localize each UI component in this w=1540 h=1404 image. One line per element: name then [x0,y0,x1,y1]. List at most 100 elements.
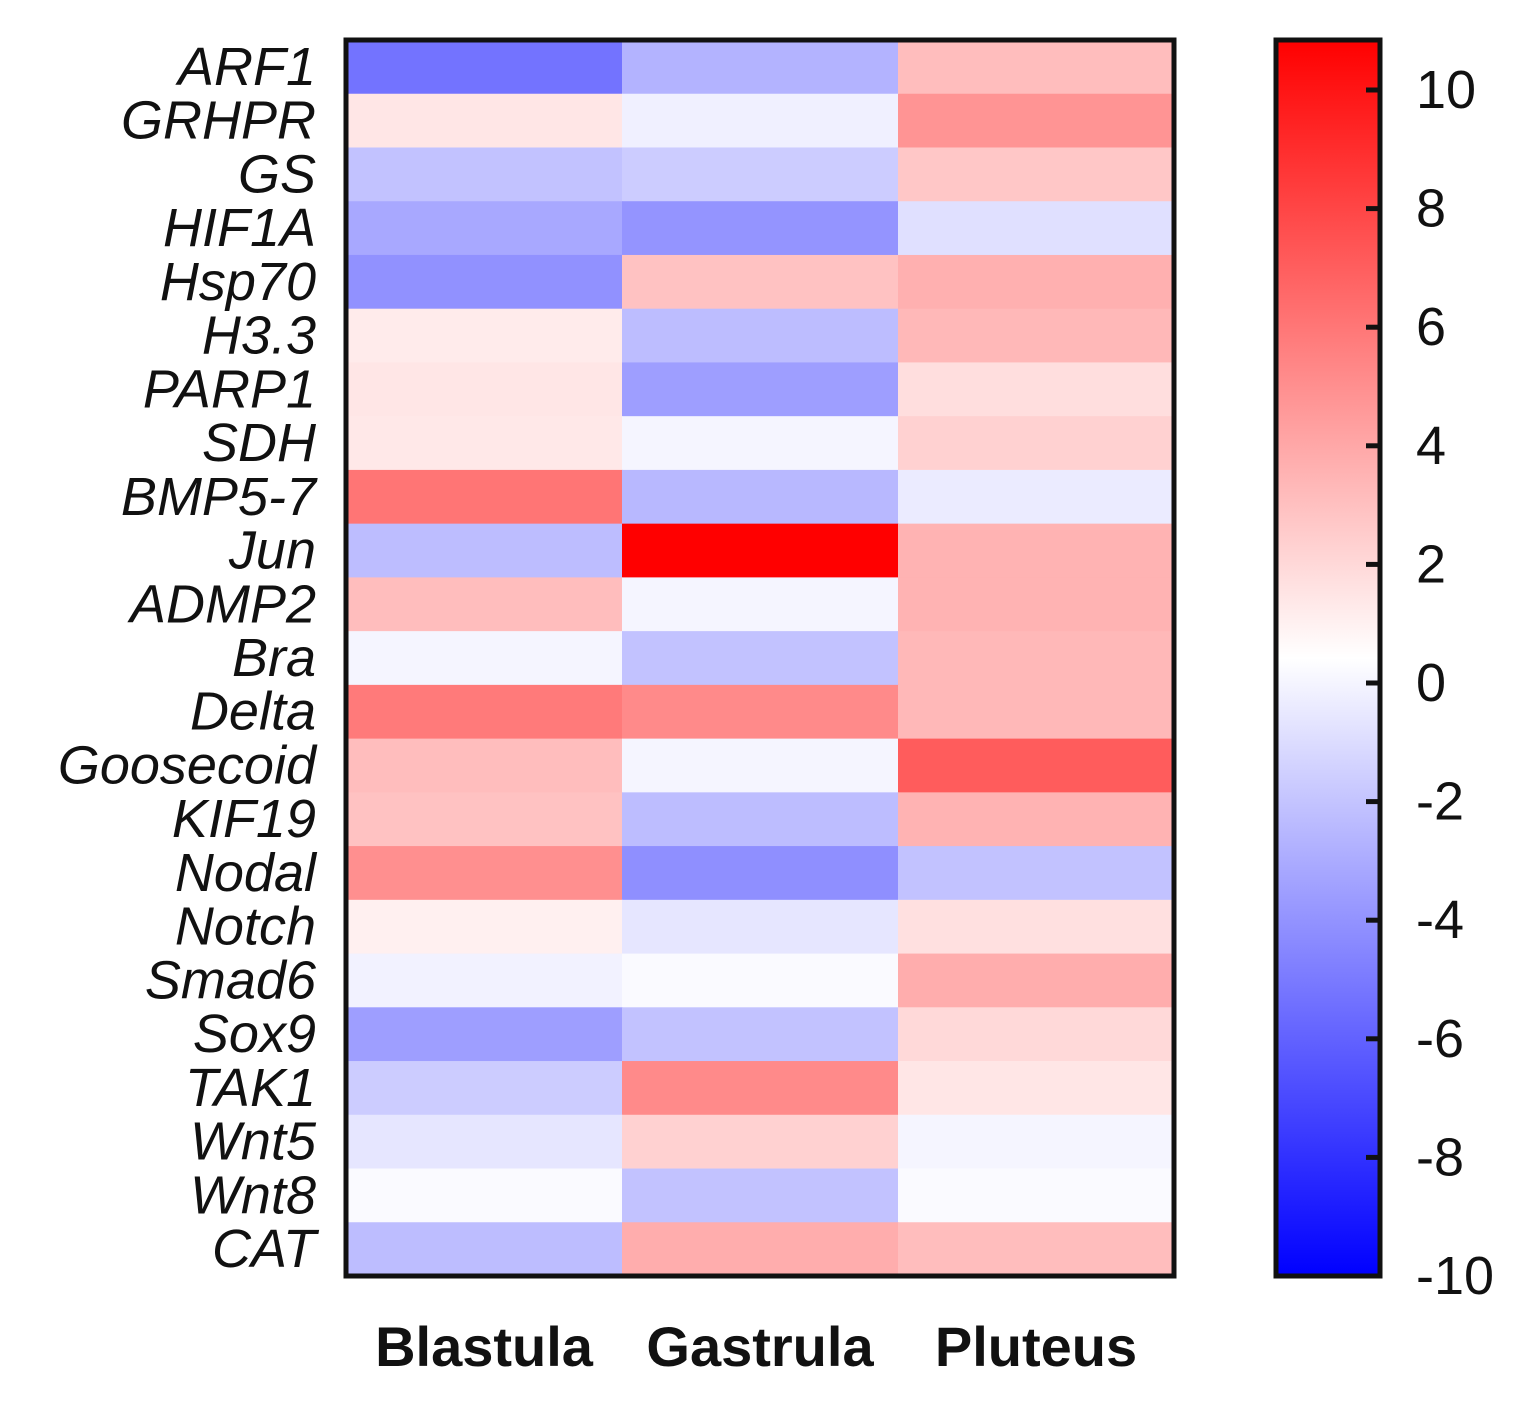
heatmap-cell-jun-gastrula [622,523,899,578]
heatmap-cell-gs-blastula [346,147,623,202]
colorbar-ticks: 10 8 6 4 2 0 -2 -4 -6 -8 -10 [1366,60,1494,1306]
heatmap-border [343,37,1177,1279]
heatmap-cell-admp2-blastula [346,577,623,632]
heatmap-cell-hsp70-pluteus [898,254,1175,310]
heatmap-cells [346,40,1175,1277]
heatmap-cell-nodal-blastula [346,846,623,901]
heatmap-cell-smad6-pluteus [898,953,1175,1008]
gene-label-h3-3: H3.3 [202,306,316,366]
heatmap-cell-wnt5-pluteus [898,1114,1175,1170]
heatmap-cell-wnt8-gastrula [622,1168,899,1223]
gene-labels: ARF1GRHPRGSHIF1AHsp70H3.3PARP1SDHBMP5-7J… [58,37,320,1279]
gene-label-goosecoid: Goosecoid [58,735,318,795]
heatmap-cell-hif1a-gastrula [622,201,899,256]
heatmap-cell-gs-gastrula [622,147,899,202]
heatmap-cell-hif1a-pluteus [898,201,1175,256]
heatmap-cell-hif1a-blastula [346,201,623,256]
gene-label-kif19: KIF19 [172,789,316,849]
heatmap-cell-h3-3-gastrula [622,308,899,364]
heatmap-cell-sox9-gastrula [622,1007,899,1062]
heatmap-cell-kif19-pluteus [898,792,1175,847]
gene-label-wnt8: Wnt8 [190,1165,316,1225]
colorbar-tick-label: -4 [1416,890,1464,950]
heatmap-cell-goosecoid-gastrula [622,738,899,793]
heatmap-cell-parp1-pluteus [898,362,1175,417]
heatmap-cell-gs-pluteus [898,147,1175,202]
colorbar-tick-label: 6 [1416,297,1446,357]
heatmap-cell-wnt5-gastrula [622,1114,899,1170]
heatmap-cell-jun-blastula [346,523,623,578]
heatmap-cell-notch-gastrula [622,899,899,955]
heatmap-cell-hsp70-gastrula [622,254,899,310]
colorbar-tick-label: 10 [1416,60,1476,120]
heatmap-cell-arf1-gastrula [622,40,899,95]
gene-label-tak1: TAK1 [185,1058,316,1118]
heatmap-cell-h3-3-blastula [346,308,623,364]
heatmap-cell-grhpr-blastula [346,93,623,149]
heatmap-cell-tak1-pluteus [898,1061,1175,1116]
heatmap-cell-bmp5-7-blastula [346,469,623,525]
stage-label-blastula: Blastula [375,1315,594,1378]
heatmap-cell-cat-pluteus [898,1222,1175,1277]
gene-label-arf1: ARF1 [175,37,316,97]
gene-label-notch: Notch [175,897,316,957]
heatmap-cell-grhpr-gastrula [622,93,899,149]
heatmap-cell-delta-pluteus [898,684,1175,740]
colorbar-tick-label: -10 [1416,1246,1494,1306]
stage-label-pluteus: Pluteus [935,1315,1137,1378]
gene-label-sox9: Sox9 [193,1004,316,1064]
heatmap-cell-sox9-blastula [346,1007,623,1062]
heatmap-cell-bmp5-7-pluteus [898,469,1175,525]
heatmap-cell-bra-gastrula [622,631,899,686]
heatmap-cell-grhpr-pluteus [898,93,1175,149]
heatmap-cell-delta-blastula [346,684,623,740]
heatmap-cell-nodal-pluteus [898,846,1175,901]
heatmap-cell-h3-3-pluteus [898,308,1175,364]
colorbar-tick-label: 8 [1416,179,1446,239]
heatmap-cell-goosecoid-pluteus [898,738,1175,793]
heatmap-cell-kif19-gastrula [622,792,899,847]
heatmap-cell-arf1-blastula [346,40,623,95]
heatmap-cell-goosecoid-blastula [346,738,623,793]
heatmap-cell-notch-blastula [346,899,623,955]
heatmap-cell-smad6-gastrula [622,953,899,1008]
gene-label-parp1: PARP1 [143,359,316,419]
heatmap-cell-wnt8-blastula [346,1168,623,1223]
heatmap-cell-bra-blastula [346,631,623,686]
gene-label-bra: Bra [232,628,316,688]
colorbar-tick-label: -8 [1416,1127,1464,1187]
heatmap-cell-sdh-blastula [346,416,623,471]
gene-label-grhpr: GRHPR [121,91,316,151]
heatmap-cell-sox9-pluteus [898,1007,1175,1062]
stage-label-gastrula: Gastrula [646,1315,874,1378]
heatmap-cell-arf1-pluteus [898,40,1175,95]
heatmap-cell-tak1-blastula [346,1061,623,1116]
heatmap-cell-delta-gastrula [622,684,899,740]
gene-label-gs: GS [238,144,316,204]
heatmap-cell-bra-pluteus [898,631,1175,686]
colorbar-tick-label: -2 [1416,772,1464,832]
gene-label-smad6: Smad6 [145,950,317,1010]
colorbar-tick-label: 0 [1416,653,1446,713]
gene-label-jun: Jun [228,521,316,581]
gene-label-admp2: ADMP2 [127,574,316,634]
gene-label-nodal: Nodal [175,843,318,903]
gene-label-hif1a: HIF1A [163,198,316,258]
gene-label-delta: Delta [190,682,316,742]
heatmap-cell-kif19-blastula [346,792,623,847]
heatmap-cell-smad6-blastula [346,953,623,1008]
heatmap-cell-nodal-gastrula [622,846,899,901]
heatmap-cell-parp1-blastula [346,362,623,417]
stage-labels: Blastula Gastrula Pluteus [375,1315,1137,1378]
heatmap-cell-parp1-gastrula [622,362,899,417]
gene-label-cat: CAT [212,1219,320,1279]
heatmap-cell-wnt5-blastula [346,1114,623,1170]
gene-label-sdh: SDH [202,413,317,473]
heatmap-cell-admp2-gastrula [622,577,899,632]
heatmap-cell-bmp5-7-gastrula [622,469,899,525]
heatmap-cell-wnt8-pluteus [898,1168,1175,1223]
heatmap-cell-cat-blastula [346,1222,623,1277]
heatmap-cell-sdh-pluteus [898,416,1175,471]
heatmap-cell-admp2-pluteus [898,577,1175,632]
